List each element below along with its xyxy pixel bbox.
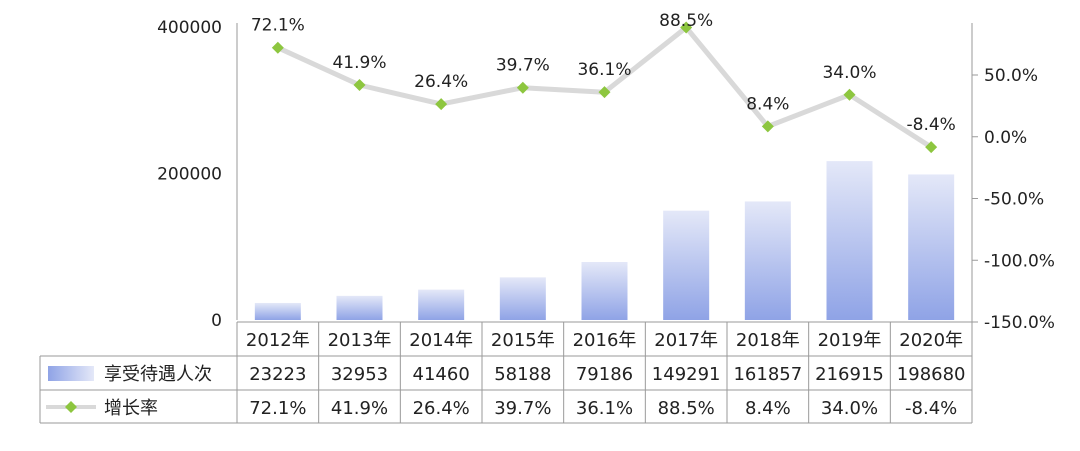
table-cell: 72.1% [249, 398, 306, 419]
category-label: 2015年 [491, 330, 555, 351]
category-label: 2013年 [328, 330, 392, 351]
legend-label: 享受待遇人次 [104, 364, 212, 385]
bar [663, 210, 710, 320]
category-label: 2014年 [409, 330, 473, 351]
bar [826, 161, 873, 320]
right-axis-tick-label: -50.0% [984, 190, 1044, 210]
legend-bar-swatch [48, 366, 94, 381]
right-axis-tick-label: -100.0% [984, 251, 1055, 271]
table-cell: 8.4% [745, 398, 791, 419]
table-cell: 58188 [494, 364, 551, 385]
table-cell: 216915 [815, 364, 884, 385]
table-cell: 39.7% [494, 398, 551, 419]
table-cell: 32953 [331, 364, 388, 385]
growth-rate-point [680, 21, 693, 34]
table-cell: 34.0% [821, 398, 878, 419]
bar [336, 295, 383, 320]
table-cell: 88.5% [658, 398, 715, 419]
table-cell: 79186 [576, 364, 633, 385]
growth-rate-point [843, 88, 856, 101]
table-cell: 198680 [897, 364, 966, 385]
growth-rate-data-label: 34.0% [822, 63, 876, 83]
table-cell: 149291 [652, 364, 721, 385]
category-label: 2020年 [899, 330, 963, 351]
bar [908, 174, 955, 320]
table-cell: -8.4% [905, 398, 957, 419]
bar [744, 201, 791, 320]
plot-area: 0 200000 400000 -150.0% -100.0% -50.0% 0.0% 50.… [157, 11, 1055, 423]
growth-rate-data-label: 88.5% [659, 11, 713, 31]
growth-rate-data-label: 26.4% [414, 72, 468, 92]
bar [581, 261, 628, 320]
table-cell: 23223 [249, 364, 306, 385]
growth-rate-data-label: 39.7% [496, 56, 550, 76]
growth-rate-point [598, 86, 611, 99]
bar [254, 302, 301, 320]
left-axis-tick-label: 400000 [157, 18, 222, 38]
growth-rate-data-label: -8.4% [907, 115, 956, 135]
table-cell: 161857 [733, 364, 802, 385]
growth-rate-point [925, 141, 938, 154]
table-cell: 41.9% [331, 398, 388, 419]
category-label: 2018年 [736, 330, 800, 351]
table-cell: 26.4% [413, 398, 470, 419]
growth-rate-point [761, 120, 774, 133]
category-label: 2017年 [654, 330, 718, 351]
bar [418, 289, 465, 320]
right-axis-tick-label: -150.0% [984, 313, 1055, 333]
growth-rate-point [516, 81, 529, 94]
right-axis-tick-label: 0.0% [984, 128, 1027, 148]
growth-rate-point [353, 79, 366, 92]
growth-rate-point [271, 41, 284, 54]
category-label: 2012年 [246, 330, 310, 351]
legend-label: 增长率 [104, 398, 158, 419]
growth-rate-data-label: 36.1% [577, 60, 631, 80]
growth-rate-data-label: 72.1% [251, 16, 305, 36]
left-axis-tick-label: 0 [211, 311, 222, 331]
growth-rate-data-label: 8.4% [746, 94, 789, 114]
legend-line-marker [65, 401, 77, 413]
right-axis-tick-label: 50.0% [984, 66, 1038, 86]
category-label: 2019年 [818, 330, 882, 351]
growth-rate-point [435, 98, 448, 111]
left-axis-tick-label: 200000 [157, 165, 222, 185]
data-table: 2012年 2013年 2014年 2015年 2016年 2017年 2018年 2019年… [39, 321, 973, 424]
table-cell: 41460 [413, 364, 470, 385]
category-label: 2016年 [573, 330, 637, 351]
bar [499, 277, 546, 320]
table-cell: 36.1% [576, 398, 633, 419]
growth-rate-data-label: 41.9% [332, 53, 386, 73]
